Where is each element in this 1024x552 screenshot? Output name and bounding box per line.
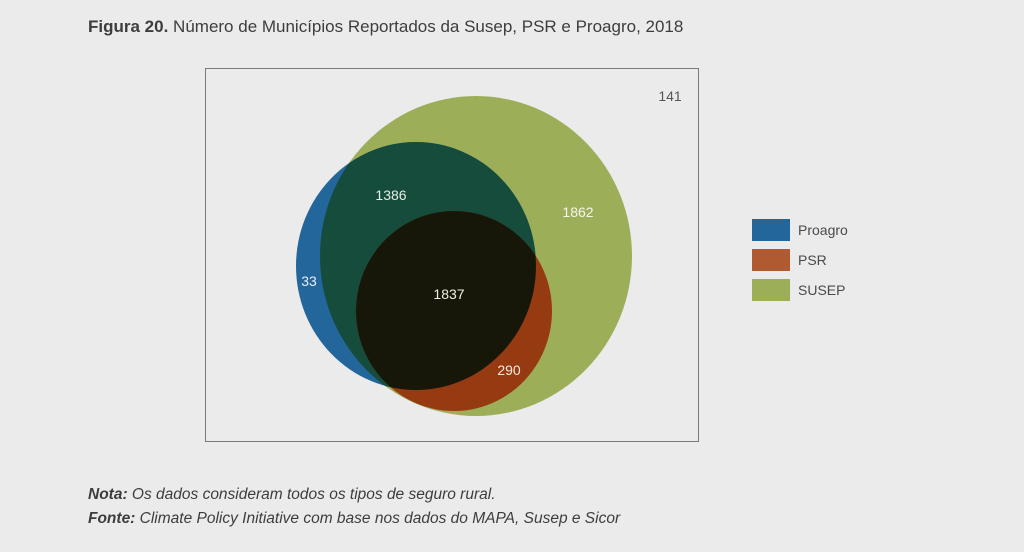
footnotes: Nota: Os dados consideram todos os tipos… — [88, 483, 620, 531]
nota-label: Nota: — [88, 486, 128, 503]
legend-item-proagro: Proagro — [752, 215, 848, 245]
region-label-psr-susep: 290 — [497, 362, 521, 378]
legend-label: PSR — [798, 252, 827, 268]
legend-swatch-proagro — [752, 219, 790, 241]
nota-text: Os dados consideram todos os tipos de se… — [127, 486, 496, 503]
region-label-susep-only: 1862 — [562, 204, 593, 220]
legend-swatch-psr — [752, 249, 790, 271]
fonte-label: Fonte: — [88, 510, 136, 527]
venn-frame — [205, 68, 699, 442]
figure-title-text: Número de Municípios Reportados da Susep… — [173, 17, 684, 36]
region-label-proagro-only: 33 — [301, 273, 317, 289]
region-label-none: 141 — [658, 88, 682, 104]
legend-swatch-susep — [752, 279, 790, 301]
legend-item-susep: SUSEP — [752, 275, 848, 305]
legend: Proagro PSR SUSEP — [752, 215, 848, 305]
legend-label: Proagro — [798, 222, 848, 238]
figure-label: Figura 20. — [88, 17, 169, 36]
region-label-all-three: 1837 — [433, 286, 464, 302]
figure-title: Figura 20. Número de Municípios Reportad… — [88, 17, 683, 37]
nota-line: Nota: Os dados consideram todos os tipos… — [88, 483, 620, 507]
fonte-text: Climate Policy Initiative com base nos d… — [135, 510, 621, 527]
fonte-line: Fonte: Climate Policy Initiative com bas… — [88, 507, 620, 531]
legend-label: SUSEP — [798, 282, 846, 298]
region-label-proagro-susep: 1386 — [375, 187, 406, 203]
legend-item-psr: PSR — [752, 245, 848, 275]
